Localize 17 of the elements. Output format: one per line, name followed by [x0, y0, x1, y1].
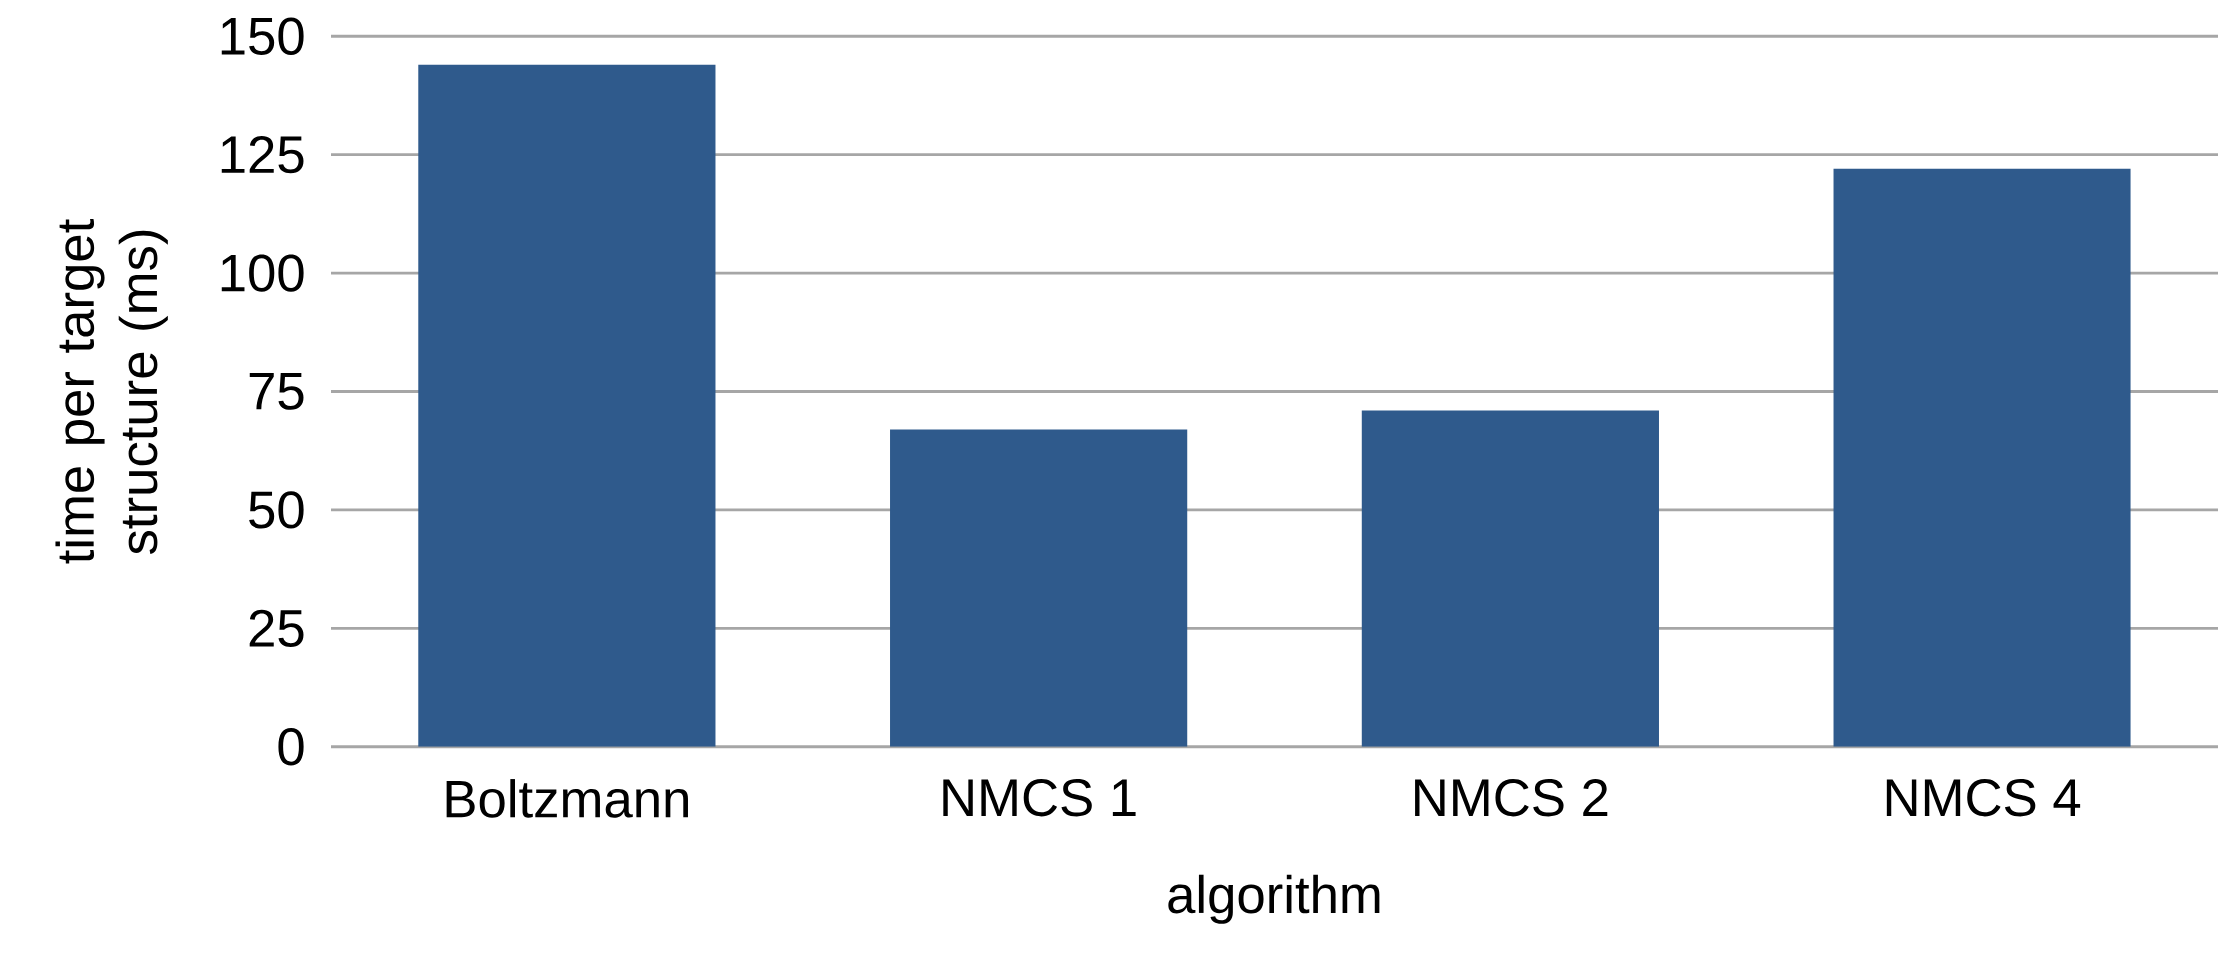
y-tick-label: 150 [221, 17, 304, 56]
y-tick-label: 125 [221, 136, 304, 174]
x-tick-label: NMCS 1 [943, 779, 1136, 817]
x-tick-label: NMCS 2 [1415, 779, 1608, 817]
bar [418, 64, 716, 747]
x-tick-label: Boltzmann [446, 779, 688, 818]
y-tick-label: 25 [249, 609, 304, 648]
x-tick-label: NMCS 4 [1886, 779, 2081, 817]
x-axis-title: algorithm [1168, 874, 1380, 924]
y-tick-label: 100 [221, 254, 304, 292]
y-tick-label: 50 [249, 491, 304, 529]
y-tick-label: 75 [249, 373, 304, 410]
y-axis-title: time per target structure (ms) [55, 219, 168, 564]
bar [1833, 168, 2131, 747]
bar [1361, 410, 1659, 747]
y-tick-label: 0 [278, 728, 304, 766]
bar [890, 429, 1188, 747]
